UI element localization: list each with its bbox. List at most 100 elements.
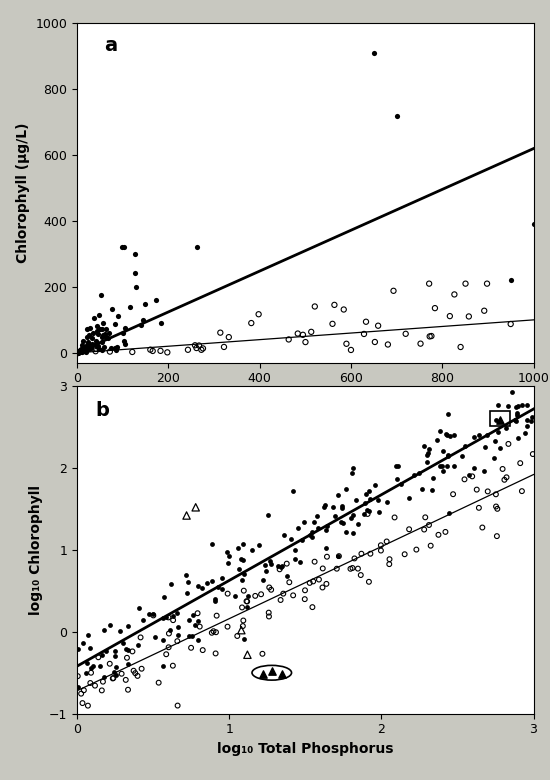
- Point: [78, 636, 87, 649]
- Point: [101, 323, 110, 335]
- Point: [85, 341, 94, 353]
- Point: [267, 583, 276, 596]
- Point: [288, 485, 297, 498]
- Point: [195, 339, 204, 352]
- Point: [373, 494, 382, 506]
- Point: [174, 621, 183, 633]
- Point: [267, 558, 276, 570]
- Point: [439, 465, 448, 477]
- Point: [218, 571, 227, 583]
- Point: [82, 339, 91, 351]
- Point: [94, 328, 102, 341]
- Point: [137, 662, 146, 675]
- Text: a: a: [104, 36, 118, 55]
- Point: [284, 333, 293, 346]
- Point: [502, 471, 511, 484]
- Point: [131, 667, 140, 679]
- Point: [106, 346, 114, 358]
- Point: [124, 644, 133, 656]
- Point: [348, 562, 357, 574]
- Y-axis label: log₁₀ Chlorophyll: log₁₀ Chlorophyll: [29, 485, 43, 615]
- Point: [405, 523, 414, 536]
- Point: [492, 500, 500, 512]
- Point: [184, 614, 193, 626]
- Point: [82, 323, 91, 335]
- Point: [211, 595, 219, 608]
- Point: [96, 660, 104, 672]
- Point: [348, 462, 357, 474]
- Point: [230, 590, 239, 602]
- Point: [182, 569, 191, 581]
- Point: [108, 672, 117, 685]
- Point: [97, 649, 106, 661]
- Point: [222, 546, 231, 558]
- Point: [126, 301, 135, 314]
- Point: [168, 659, 177, 672]
- Point: [154, 676, 163, 689]
- Point: [278, 668, 287, 681]
- Point: [92, 320, 101, 332]
- Point: [492, 488, 500, 501]
- Point: [78, 339, 86, 351]
- Point: [100, 671, 109, 683]
- Point: [352, 495, 361, 507]
- Point: [84, 700, 92, 712]
- Point: [365, 576, 373, 588]
- Point: [172, 606, 181, 619]
- Point: [163, 346, 172, 359]
- Point: [376, 539, 385, 551]
- Point: [444, 449, 453, 462]
- Point: [78, 697, 87, 709]
- Point: [414, 466, 423, 479]
- Point: [493, 502, 502, 515]
- Point: [237, 624, 246, 636]
- Point: [522, 420, 531, 432]
- Point: [100, 341, 108, 353]
- Point: [86, 677, 95, 690]
- Point: [76, 344, 85, 356]
- Point: [443, 407, 452, 420]
- Point: [502, 421, 510, 434]
- Point: [267, 665, 276, 677]
- Point: [277, 560, 285, 573]
- Point: [118, 326, 127, 339]
- Point: [425, 442, 433, 455]
- Point: [141, 298, 150, 310]
- Point: [300, 593, 309, 605]
- Point: [121, 338, 130, 350]
- Point: [308, 530, 317, 543]
- Point: [483, 429, 492, 441]
- Point: [360, 328, 368, 340]
- Point: [262, 565, 271, 577]
- Point: [425, 278, 433, 290]
- Point: [346, 512, 355, 524]
- Point: [242, 595, 251, 608]
- Point: [111, 644, 119, 657]
- Point: [85, 339, 94, 352]
- Point: [86, 642, 95, 654]
- Point: [492, 530, 501, 542]
- Point: [494, 399, 503, 411]
- Point: [139, 614, 147, 626]
- Point: [92, 324, 101, 337]
- Point: [242, 601, 251, 614]
- Point: [83, 657, 92, 669]
- Point: [202, 576, 211, 589]
- Point: [129, 665, 138, 677]
- Point: [321, 499, 330, 512]
- Point: [279, 529, 288, 541]
- Point: [83, 342, 92, 354]
- Point: [287, 533, 296, 545]
- Point: [265, 581, 274, 594]
- Point: [438, 460, 447, 473]
- Point: [106, 658, 114, 670]
- Point: [199, 644, 207, 656]
- Point: [361, 496, 370, 509]
- Point: [370, 478, 379, 491]
- Point: [460, 473, 469, 486]
- Point: [109, 672, 118, 684]
- Point: [346, 562, 355, 575]
- Point: [239, 615, 248, 627]
- Point: [434, 529, 443, 541]
- Point: [111, 318, 120, 331]
